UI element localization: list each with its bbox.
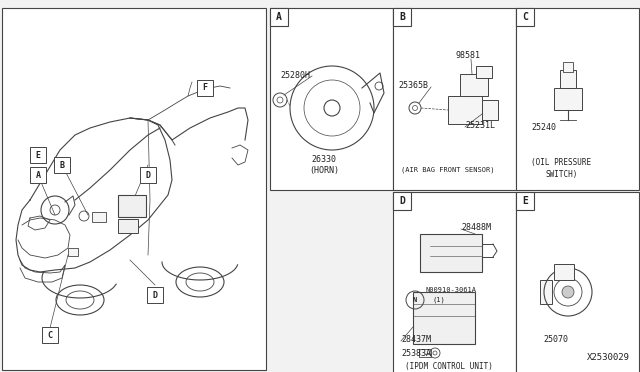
Text: B: B [60,160,65,170]
FancyBboxPatch shape [30,167,46,183]
Text: 25383A: 25383A [401,350,431,359]
FancyBboxPatch shape [42,327,58,343]
Text: F: F [202,83,207,93]
Text: B: B [399,12,405,22]
Text: C: C [522,12,528,22]
Bar [560,70,576,88]
Bar [68,248,78,256]
Text: (1): (1) [433,297,445,303]
Bar [540,280,552,304]
Text: 25240: 25240 [531,124,557,132]
Text: D: D [152,291,157,299]
Text: 25231L: 25231L [465,122,495,131]
Bar [2,8,266,370]
Bar [419,349,431,357]
Text: D: D [145,170,150,180]
Bar [460,74,488,96]
Text: C: C [47,330,52,340]
Text: (AIR BAG FRONT SENSOR): (AIR BAG FRONT SENSOR) [401,167,495,173]
Bar [476,66,492,78]
Bar [393,8,411,26]
Text: (OIL PRESSURE: (OIL PRESSURE [531,158,591,167]
Text: D: D [399,196,405,206]
Bar [554,88,582,110]
Bar [270,8,288,26]
Text: 28488M: 28488M [461,222,491,231]
FancyBboxPatch shape [54,157,70,173]
Text: (HORN): (HORN) [309,166,339,174]
Text: (IPDM CONTROL UNIT): (IPDM CONTROL UNIT) [405,362,493,371]
Bar [554,264,574,280]
Bar [563,62,573,72]
Bar [92,212,106,222]
Text: N: N [413,297,417,303]
Bar [482,100,498,120]
Circle shape [562,286,574,298]
FancyBboxPatch shape [197,80,213,96]
Bar [413,292,475,344]
Bar [516,8,639,190]
Text: 26330: 26330 [312,155,337,164]
FancyBboxPatch shape [147,287,163,303]
Text: 25070: 25070 [543,336,568,344]
Text: X2530029: X2530029 [587,353,630,362]
Text: E: E [522,196,528,206]
Bar [448,96,482,124]
Bar [516,192,534,210]
Bar [516,8,534,26]
Text: N00910-3061A: N00910-3061A [425,287,476,293]
Bar [516,192,639,372]
Text: SWITCH): SWITCH) [546,170,579,179]
Text: 25365B: 25365B [398,81,428,90]
Text: 25280H: 25280H [280,71,310,80]
FancyBboxPatch shape [30,147,46,163]
Bar [393,192,516,372]
Text: 98581: 98581 [455,51,480,61]
Text: E: E [35,151,40,160]
Bar [420,234,482,272]
FancyBboxPatch shape [140,167,156,183]
Text: A: A [276,12,282,22]
Text: A: A [35,170,40,180]
Bar [270,8,393,190]
Text: 28437M: 28437M [401,336,431,344]
Bar [118,219,138,233]
Bar [118,195,146,217]
Bar [393,8,516,190]
Bar [393,192,411,210]
